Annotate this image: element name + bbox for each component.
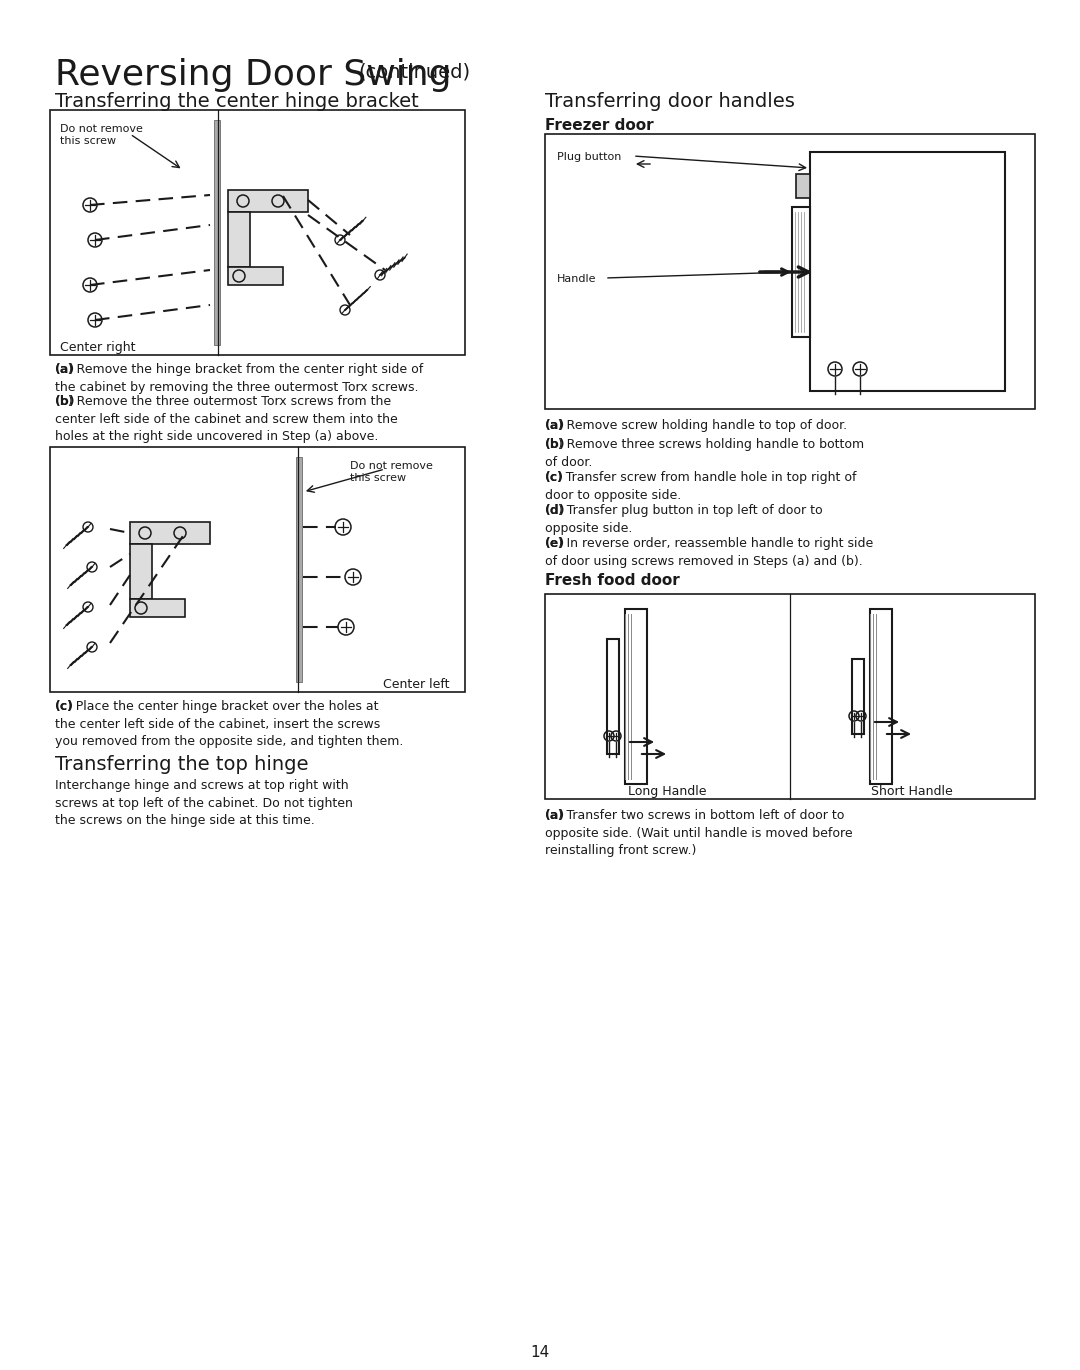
Text: Transferring the top hinge: Transferring the top hinge — [55, 755, 309, 774]
Text: (a): (a) — [545, 419, 565, 432]
Text: Do not remove: Do not remove — [60, 125, 143, 134]
Bar — [796, 174, 810, 199]
Text: Reversing Door Swing: Reversing Door Swing — [55, 58, 451, 92]
Text: Transferring the center hinge bracket: Transferring the center hinge bracket — [55, 92, 419, 111]
Text: (c) Place the center hinge bracket over the holes at
the center left side of the: (c) Place the center hinge bracket over … — [55, 700, 403, 748]
Text: (a): (a) — [545, 810, 565, 822]
Text: (e): (e) — [545, 537, 565, 549]
Text: Center right: Center right — [60, 341, 135, 353]
Text: Plug button: Plug button — [557, 152, 621, 162]
Text: (c): (c) — [545, 471, 564, 484]
Text: (b): (b) — [55, 395, 76, 408]
Bar — [792, 207, 810, 337]
Text: (b) Remove the three outermost Torx screws from the
center left side of the cabi: (b) Remove the three outermost Torx scre… — [55, 395, 397, 443]
Text: (c) Transfer screw from handle hole in top right of
door to opposite side.: (c) Transfer screw from handle hole in t… — [545, 471, 856, 501]
Text: (a) Remove the hinge bracket from the center right side of
the cabinet by removi: (a) Remove the hinge bracket from the ce… — [55, 363, 423, 393]
Text: Fresh food door: Fresh food door — [545, 573, 679, 588]
Text: Interchange hinge and screws at top right with
screws at top left of the cabinet: Interchange hinge and screws at top righ… — [55, 780, 353, 827]
Text: Short Handle: Short Handle — [872, 785, 953, 797]
Bar — [870, 610, 892, 784]
Text: Center left: Center left — [383, 678, 449, 690]
Text: this screw: this screw — [60, 136, 117, 147]
Bar — [296, 458, 302, 682]
Text: (b) Remove three screws holding handle to bottom
of door.: (b) Remove three screws holding handle t… — [545, 438, 864, 469]
Text: (a) Transfer two screws in bottom left of door to
opposite side. (Wait until han: (a) Transfer two screws in bottom left o… — [545, 810, 852, 858]
Bar — [607, 638, 619, 754]
Bar — [130, 599, 185, 617]
Bar — [228, 212, 249, 267]
Bar — [228, 190, 308, 212]
Text: Do not remove: Do not remove — [350, 460, 433, 471]
Text: (a) Remove screw holding handle to top of door.: (a) Remove screw holding handle to top o… — [545, 419, 847, 432]
Text: Transferring door handles: Transferring door handles — [545, 92, 795, 111]
Text: (a): (a) — [55, 363, 76, 375]
Text: Handle: Handle — [557, 274, 596, 284]
Bar — [625, 610, 647, 784]
Text: (b): (b) — [545, 438, 566, 451]
Text: this screw: this screw — [350, 473, 406, 484]
Text: (c): (c) — [55, 700, 75, 712]
Bar — [852, 659, 864, 734]
Bar — [50, 447, 465, 692]
Bar — [228, 267, 283, 285]
Bar — [545, 595, 1035, 799]
Text: (e) In reverse order, reassemble handle to right side
of door using screws remov: (e) In reverse order, reassemble handle … — [545, 537, 874, 567]
Bar — [214, 121, 220, 345]
Bar — [810, 152, 1005, 390]
Text: (d) Transfer plug button in top left of door to
opposite side.: (d) Transfer plug button in top left of … — [545, 504, 823, 534]
Text: Freezer door: Freezer door — [545, 118, 653, 133]
Text: Long Handle: Long Handle — [627, 785, 706, 797]
Bar — [545, 134, 1035, 410]
Text: (d): (d) — [545, 504, 566, 516]
Text: 14: 14 — [530, 1345, 550, 1360]
Bar — [50, 110, 465, 355]
Bar — [130, 522, 210, 544]
Text: (continued): (continued) — [357, 62, 470, 81]
Bar — [130, 544, 152, 599]
